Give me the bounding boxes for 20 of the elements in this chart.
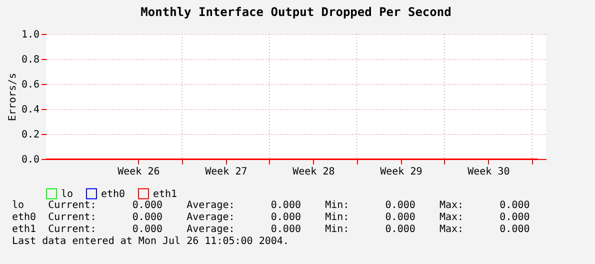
text: eth1 Current: 0.000 Average: 0.000 Min: 0.000 Max: 0.000 — [12, 224, 530, 235]
legend-label: eth1 — [153, 188, 178, 200]
y-tick-label: 0.6 — [21, 80, 40, 90]
y-tick-label: 1.0 — [21, 30, 40, 40]
x-tick-label: Week 28 — [292, 166, 335, 178]
x-tick-label: Week 30 — [468, 166, 510, 178]
y-tick-label: 0.8 — [21, 54, 40, 66]
legend-label: lo — [61, 188, 74, 200]
x-tick-label: Week 27 — [205, 166, 248, 178]
chart-title: Monthly Interface Output Dropped Per Second — [140, 5, 452, 19]
y-axis-title: Errors/s — [7, 72, 18, 122]
y-tick-label: 0.0 — [21, 154, 40, 166]
text: Last data entered at Mon Jul 26 11:05:00 2004. — [12, 236, 289, 247]
text: lo Current: 0.000 Average: 0.000 Min: 0.000 Max: 0.000 — [12, 200, 530, 211]
legend-label: eth0 — [101, 188, 126, 200]
text: eth0 Current: 0.000 Average: 0.000 Min: 0.000 Max: 0.000 — [12, 212, 530, 223]
x-tick-label: Week 29 — [380, 166, 422, 178]
x-tick-label: Week 26 — [118, 166, 160, 178]
y-tick-label: 0.2 — [21, 130, 40, 140]
y-tick-label: 0.4 — [21, 104, 40, 116]
